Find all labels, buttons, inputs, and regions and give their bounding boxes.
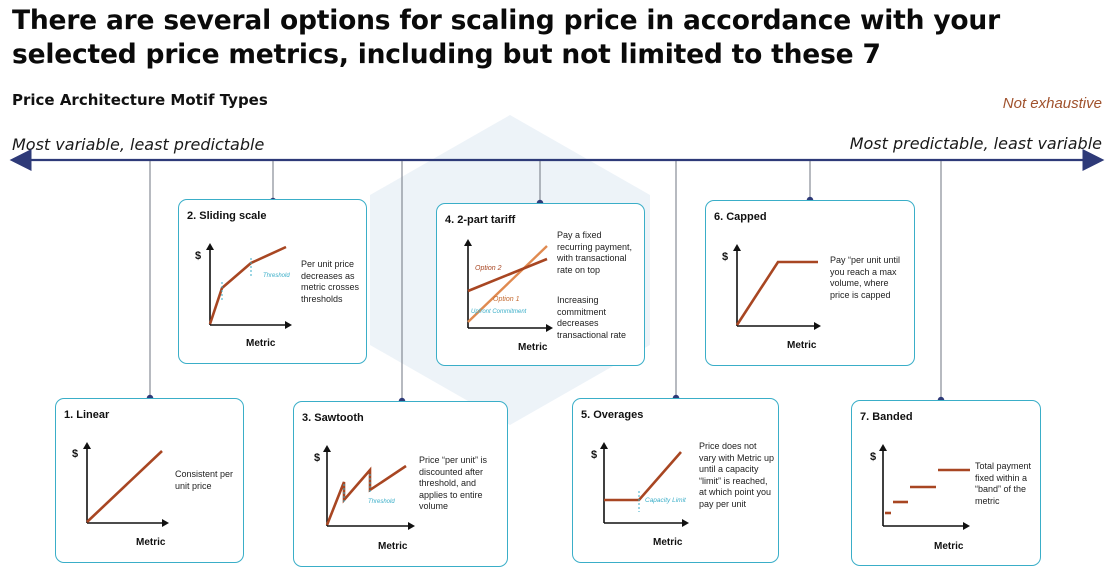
card-description: Price does not vary with Metric up until…: [699, 441, 775, 509]
card-description-fixed: Pay a fixed recurring payment, with tran…: [557, 230, 633, 275]
linear-chart: $ Metric: [72, 442, 169, 548]
sliding-scale-chart: $ Threshold Metric: [195, 243, 292, 349]
y-axis-symbol: $: [722, 251, 728, 263]
card-title: 7. Banded: [860, 411, 913, 423]
card-sliding-scale: 2. Sliding scale $ Threshold Metric Per …: [178, 199, 367, 364]
x-axis-label: Metric: [787, 340, 817, 351]
card-title: 2. Sliding scale: [187, 210, 267, 222]
y-axis-symbol: $: [591, 449, 597, 461]
option-2-label: Option 2: [475, 265, 502, 272]
capped-chart: $ Metric: [722, 244, 821, 351]
x-axis-label: Metric: [136, 537, 166, 548]
card-capped: 6. Capped $ Metric Pay “per unit until y…: [705, 200, 915, 366]
not-exhaustive-note: Not exhaustive: [1002, 95, 1102, 112]
card-description-commitment: Increasing commitment decreases transact…: [557, 295, 627, 340]
page-title: There are several options for scaling pr…: [12, 5, 1000, 70]
card-description: Per unit price decreases as metric cross…: [301, 259, 360, 304]
card-title: 1. Linear: [64, 409, 110, 421]
threshold-label: Threshold: [263, 273, 290, 279]
y-axis-symbol: $: [870, 451, 876, 463]
2-part-tariff-chart: Option 2 Option 1 Upfront Commitment Met…: [464, 239, 553, 353]
x-axis-label: Metric: [246, 338, 276, 349]
card-banded: 7. Banded $ Metric Total payment fixed w…: [851, 400, 1041, 566]
y-axis-symbol: $: [72, 448, 78, 460]
card-description: Pay “per unit until you reach a max volu…: [830, 255, 901, 300]
overages-chart: $ Capacity Limit Metric: [591, 442, 689, 548]
x-axis-label: Metric: [934, 541, 964, 552]
banded-chart: $ Metric: [870, 444, 970, 552]
sawtooth-chart: $ Threshold Metric: [314, 445, 415, 552]
x-axis-label: Metric: [518, 342, 548, 353]
card-description: Price “per unit” is discounted after thr…: [419, 455, 488, 511]
axis-right-label: Most predictable, least variable: [849, 134, 1102, 153]
card-title: 5. Overages: [581, 409, 644, 421]
card-2-part-tariff: 4. 2-part tariff Option 2 Option 1 Upfro…: [436, 203, 645, 366]
card-sawtooth: 3. Sawtooth $ Threshold Metric Price “pe…: [293, 401, 508, 567]
capacity-limit-label: Capacity Limit: [645, 497, 687, 504]
card-title: 6. Capped: [714, 211, 767, 223]
card-linear: 1. Linear $ Metric Consistent per unit p…: [55, 398, 244, 563]
y-axis-symbol: $: [195, 250, 201, 262]
option-1-label: Option 1: [493, 296, 520, 303]
section-subtitle: Price Architecture Motif Types: [12, 91, 268, 109]
card-title: 3. Sawtooth: [302, 412, 364, 424]
card-title: 4. 2-part tariff: [445, 214, 516, 226]
card-description: Total payment fixed within a “band” of t…: [975, 461, 1032, 506]
y-axis-symbol: $: [314, 452, 320, 464]
x-axis-label: Metric: [378, 541, 408, 552]
card-overages: 5. Overages $ Capacity Limit Metric Pric…: [572, 398, 779, 563]
x-axis-label: Metric: [653, 537, 683, 548]
card-description: Consistent per unit price: [175, 469, 234, 491]
upfront-commitment-label: Upfront Commitment: [471, 309, 527, 315]
threshold-label: Threshold: [368, 499, 395, 505]
timeline-connectors: [149, 161, 942, 401]
